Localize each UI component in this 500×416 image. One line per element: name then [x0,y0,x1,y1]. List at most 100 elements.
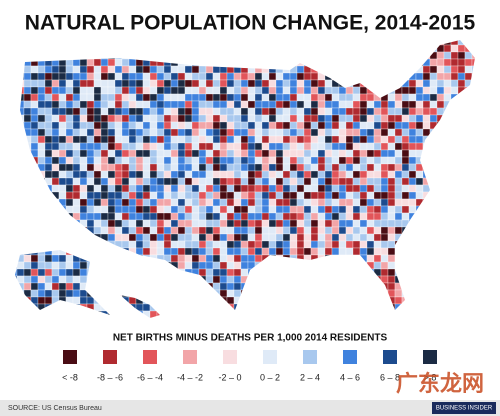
county-tile [282,254,291,263]
county-tile [366,240,375,249]
county-tile [457,212,466,221]
county-tile [303,254,312,263]
county-tile [93,184,102,193]
county-tile [100,254,109,263]
county-tile [422,170,431,179]
county-tile [100,212,109,221]
county-tile [254,310,263,318]
county-tile [142,268,151,277]
county-tile [128,240,137,249]
county-tile [247,261,256,270]
county-tile [394,233,403,242]
county-tile [429,156,438,165]
county-tile [247,303,256,312]
county-tile [163,212,172,221]
county-tile [471,226,475,235]
county-tile [443,177,452,186]
county-tile [65,114,74,123]
county-tile [100,163,109,172]
county-tile [366,254,375,263]
county-tile [205,135,214,144]
county-tile [15,191,18,200]
county-tile [471,114,475,123]
county-tile [93,44,102,53]
county-tile [317,142,326,151]
source: SOURCE: US Census Bureau [8,405,102,412]
county-tile [37,233,46,242]
county-tile [310,198,319,207]
county-tile [79,170,88,179]
county-tile [23,261,32,270]
county-tile [135,254,144,263]
county-tile [401,51,410,60]
county-tile [401,93,410,102]
county-tile [373,268,382,277]
county-tile [100,100,109,109]
county-tile [471,163,475,172]
county-tile [429,296,438,305]
county-tile [471,261,475,270]
county-tile [37,58,46,67]
county-tile [149,142,158,151]
county-tile [16,240,25,249]
county-tile [114,65,123,74]
county-tile [450,184,459,193]
county-tile [100,40,109,46]
county-tile [450,177,459,186]
county-tile [422,296,431,305]
county-tile [100,233,109,242]
county-tile [30,72,39,81]
county-tile [317,93,326,102]
county-tile [415,65,424,74]
county-tile [191,40,200,46]
county-tile [37,156,46,165]
county-tile [114,163,123,172]
county-tile [317,198,326,207]
county-tile [373,177,382,186]
county-tile [142,317,151,318]
county-tile [345,289,354,298]
county-tile [471,191,475,200]
county-tile [352,191,361,200]
county-tile [205,114,214,123]
county-tile [191,275,200,284]
county-tile [86,177,95,186]
county-tile [289,93,298,102]
county-tile [436,247,445,256]
county-tile [142,128,151,137]
county-tile [30,191,39,200]
county-tile [93,191,102,200]
county-tile [303,149,312,158]
county-tile [170,93,179,102]
county-tile [226,65,235,74]
county-tile [128,268,137,277]
county-tile [184,149,193,158]
county-tile [100,282,109,291]
county-tile [415,310,424,318]
county-tile [58,282,67,291]
county-tile [30,254,39,263]
county-tile [324,310,333,318]
county-tile [479,80,486,87]
county-tile [359,226,368,235]
county-tile [65,282,74,291]
county-tile [429,135,438,144]
county-tile [86,163,95,172]
county-tile [289,191,298,200]
county-tile [387,268,396,277]
county-tile [282,226,291,235]
county-tile [303,205,312,214]
county-tile [93,275,102,284]
county-tile [422,44,431,53]
county-tile [16,58,25,67]
county-tile [401,86,410,95]
county-tile [338,296,347,305]
county-tile [233,128,242,137]
county-tile [282,198,291,207]
county-tile [219,86,228,95]
county-tile [247,317,256,318]
county-tile [93,240,102,249]
county-tile [408,65,417,74]
county-tile [247,65,256,74]
county-tile [79,156,88,165]
